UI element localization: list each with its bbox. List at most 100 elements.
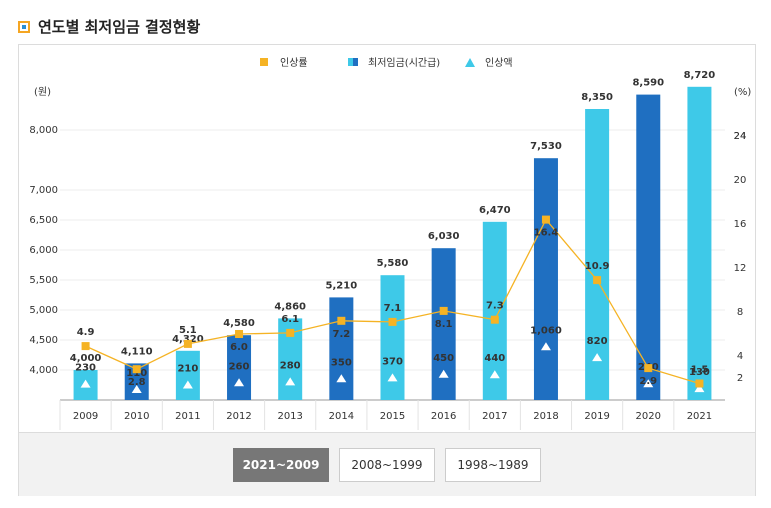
bar xyxy=(533,158,558,400)
x-tick-label: 2014 xyxy=(329,411,354,422)
rate-label: 16.4 xyxy=(534,228,559,239)
range-button[interactable]: 1998~1989 xyxy=(445,447,541,482)
chart-panel: 2021~2009 2008~1999 1998~1989 xyxy=(18,44,756,496)
bar-label: 7,530 xyxy=(530,141,562,152)
rate-label: 7.1 xyxy=(384,303,402,314)
y2-tick-label: 16 xyxy=(734,219,747,230)
bar-label: 5,580 xyxy=(377,258,409,269)
y2-tick-label: 24 xyxy=(734,131,747,142)
title: 연도별 최저임금 결정현황 xyxy=(18,16,200,37)
x-tick-label: 2015 xyxy=(380,411,405,422)
bar xyxy=(227,335,252,400)
rate-marker xyxy=(541,215,550,224)
bar-label: 6,030 xyxy=(428,231,460,242)
increase-marker xyxy=(438,369,449,378)
rate-label: 7.3 xyxy=(486,301,504,312)
increase-marker xyxy=(285,377,296,386)
title-icon xyxy=(18,20,30,33)
legend-swatch xyxy=(348,58,353,66)
rate-label: 8.1 xyxy=(435,319,453,330)
bar-label: 8,350 xyxy=(581,92,613,103)
bar xyxy=(585,109,610,400)
rate-marker xyxy=(81,342,90,351)
rate-label: 4.9 xyxy=(77,327,95,338)
increase-marker xyxy=(336,374,347,383)
y-tick-label: 6,500 xyxy=(29,215,58,226)
rate-label: 6.0 xyxy=(230,342,248,353)
x-tick-label: 2016 xyxy=(431,411,456,422)
rate-label: 6.1 xyxy=(281,314,299,325)
rate-label: 2.8 xyxy=(128,377,146,388)
y2-tick-label: 12 xyxy=(734,263,747,274)
increase-marker xyxy=(540,342,551,351)
increase-label: 350 xyxy=(331,357,352,368)
y-tick-label: 5,500 xyxy=(29,275,58,286)
y-tick-label: 8,000 xyxy=(29,125,58,136)
rate-marker xyxy=(695,379,704,388)
bar-label: 4,320 xyxy=(172,334,204,345)
increase-marker xyxy=(592,353,603,362)
increase-marker xyxy=(234,378,245,387)
increase-label: 820 xyxy=(587,336,608,347)
y2-tick-label: 24 xyxy=(734,131,747,142)
bar xyxy=(329,297,354,400)
rate-label: 5.1 xyxy=(179,325,197,336)
range-button[interactable]: 2021~2009 xyxy=(233,447,329,482)
button-bar: 2021~2009 2008~1999 1998~1989 xyxy=(19,432,755,496)
rate-marker xyxy=(132,365,141,374)
increase-label: 1,060 xyxy=(530,325,562,336)
x-tick-label: 2011 xyxy=(175,411,200,422)
bar-label: 4,110 xyxy=(121,346,153,357)
increase-label: 260 xyxy=(229,361,250,372)
y2-tick-label: 8 xyxy=(737,307,743,318)
legend-label: 최저임금(시간급) xyxy=(368,56,440,69)
x-tick-label: 2017 xyxy=(482,411,507,422)
bar xyxy=(687,86,712,401)
rate-marker xyxy=(183,339,192,348)
rate-marker xyxy=(337,316,346,325)
x-tick-label: 2019 xyxy=(584,411,609,422)
bar-label: 6,470 xyxy=(479,205,511,216)
y2-axis-unit: (%) xyxy=(734,87,751,98)
x-tick-label: 2018 xyxy=(533,411,558,422)
increase-label: 130 xyxy=(689,367,710,378)
y-tick-label: 5,000 xyxy=(29,305,58,316)
increase-marker xyxy=(80,379,91,388)
y-tick-label: 4,500 xyxy=(29,335,58,346)
bar-label: 4,860 xyxy=(274,301,306,312)
legend-label: 인상액 xyxy=(485,57,513,69)
y-tick-label: 6,000 xyxy=(29,245,58,256)
y2-tick-label: 4 xyxy=(737,351,743,362)
range-button[interactable]: 2008~1999 xyxy=(339,447,435,482)
rate-marker xyxy=(388,317,397,326)
increase-label: 440 xyxy=(484,353,505,364)
increase-label: 210 xyxy=(177,364,198,375)
bar xyxy=(636,94,661,400)
increase-marker xyxy=(182,380,193,389)
y2-tick-label: 2 xyxy=(737,373,743,384)
bar-label: 4,000 xyxy=(70,353,102,364)
bar-label: 4,580 xyxy=(223,318,255,329)
rate-label: 1.5 xyxy=(691,365,709,376)
legend-swatch xyxy=(260,58,268,66)
legend-label: 인상률 xyxy=(280,57,308,69)
rate-marker xyxy=(593,276,602,285)
y2-tick-label: 20 xyxy=(734,175,747,186)
rate-label: 10.9 xyxy=(585,261,610,272)
title-text: 연도별 최저임금 결정현황 xyxy=(38,18,201,36)
increase-label: 370 xyxy=(382,356,403,367)
x-tick-label: 2020 xyxy=(636,411,661,422)
x-tick-label: 2010 xyxy=(124,411,149,422)
rate-marker xyxy=(286,328,295,337)
y-tick-label: 7,000 xyxy=(29,185,58,196)
rate-marker xyxy=(490,315,499,324)
bar-label: 8,720 xyxy=(684,70,716,81)
bar-label: 5,210 xyxy=(326,280,358,291)
legend-swatch xyxy=(465,58,475,67)
increase-marker xyxy=(694,384,705,393)
increase-label: 110 xyxy=(126,368,147,379)
chart: (원) (%) 4,000 4,500 5,000 5,500 6,000 6,500 7,00… xyxy=(29,56,751,430)
x-tick-label: 2013 xyxy=(277,411,302,422)
increase-label: 450 xyxy=(433,353,454,364)
